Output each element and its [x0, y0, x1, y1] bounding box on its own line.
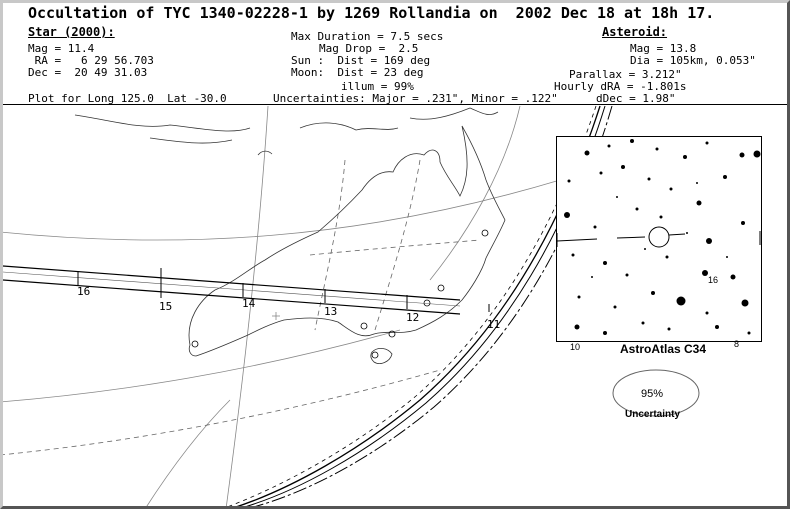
star-field: 16 — [557, 139, 761, 335]
grid-dashed — [0, 159, 481, 456]
path-label-14: 14 — [242, 297, 256, 310]
star-mag: Mag = 11.4 — [28, 42, 95, 55]
chart-corner-label-left: 10 — [570, 342, 581, 352]
tasmania-coastline — [370, 348, 393, 364]
star-chart-label: AstroAtlas C34 — [620, 342, 707, 356]
uncertainty-label: Uncertainty — [625, 409, 681, 420]
uncertainties: Uncertainties: Major = .231", Minor = .1… — [273, 92, 558, 105]
earth-limb — [221, 105, 613, 509]
asteroid-hourly-dra: Hourly dRA = -1.801s — [554, 80, 687, 93]
star-heading: Star (2000): — [28, 25, 115, 39]
plot-center-cross — [272, 312, 280, 320]
path-label-15: 15 — [159, 300, 173, 313]
australia-coastline — [188, 125, 506, 357]
uncertainty-ellipse — [612, 369, 700, 417]
mag-drop: Mag Drop = 2.5 — [319, 42, 419, 55]
northern-islands — [74, 107, 499, 156]
field-stars — [564, 139, 761, 335]
moon-distance: Moon: Dist = 23 deg — [291, 66, 424, 79]
asteroid-diameter: Dia = 105km, 0.053" — [630, 54, 756, 67]
target-star-circle — [648, 226, 670, 248]
star-ra: RA = 6 29 56.703 — [28, 54, 154, 67]
coast-markers — [191, 229, 489, 359]
uncertainty-percent: 95% — [641, 388, 664, 400]
max-duration: Max Duration = 7.5 secs — [291, 30, 444, 43]
chart-corner-label-right: 8 — [734, 339, 740, 349]
ground-track — [2, 265, 490, 315]
asteroid-heading: Asteroid: — [602, 25, 668, 39]
asteroid-parallax: Parallax = 3.212" — [569, 68, 682, 81]
path-label-16: 16 — [77, 285, 91, 298]
chart-axes — [557, 231, 761, 247]
plot-location: Plot for Long 125.0 Lat -30.0 — [28, 92, 227, 105]
path-label-11: 11 — [487, 318, 501, 331]
path-label-13: 13 — [324, 305, 338, 318]
page-title: Occultation of TYC 1340-02228-1 by 1269 … — [28, 4, 715, 22]
path-label-12: 12 — [406, 311, 420, 324]
star-chart-star-label: 16 — [708, 275, 718, 285]
asteroid-ddec: dDec = 1.98" — [596, 92, 676, 105]
moon-illumination: illum = 99% — [341, 80, 414, 93]
header-divider — [0, 104, 790, 105]
star-chart-inset: 16 — [556, 136, 762, 342]
asteroid-mag: Mag = 13.8 — [630, 42, 697, 55]
star-dec: Dec = 20 49 31.03 — [28, 66, 148, 79]
sun-distance: Sun : Dist = 169 deg — [291, 54, 431, 67]
graticule — [0, 105, 561, 509]
